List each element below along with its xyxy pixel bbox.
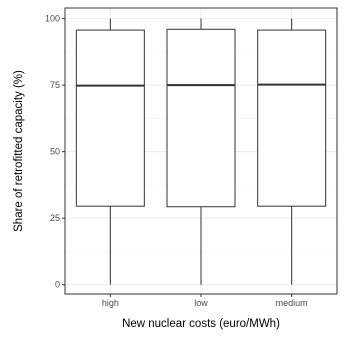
y-axis-title: Share of retrofitted capacity (%) bbox=[13, 70, 25, 232]
y-tick-label: 0 bbox=[55, 280, 60, 290]
box-body bbox=[75, 29, 145, 207]
x-tick-label: low bbox=[194, 298, 208, 308]
x-tick-label: high bbox=[102, 298, 119, 308]
box-high bbox=[75, 18, 145, 285]
box-medium bbox=[257, 18, 327, 285]
x-axis-title: New nuclear costs (euro/MWh) bbox=[122, 318, 280, 330]
y-tick-label: 100 bbox=[45, 14, 60, 24]
y-axis-ticks: 0 25 50 75 100 bbox=[45, 14, 65, 290]
y-tick-label: 75 bbox=[50, 80, 60, 90]
box-series bbox=[75, 18, 327, 285]
x-axis-ticks: high low medium bbox=[102, 294, 308, 308]
box-body bbox=[257, 29, 327, 207]
x-tick-label: medium bbox=[276, 298, 308, 308]
box-body bbox=[166, 28, 236, 208]
y-tick-label: 50 bbox=[50, 147, 60, 157]
y-tick-label: 25 bbox=[50, 213, 60, 223]
box-low bbox=[166, 18, 236, 285]
